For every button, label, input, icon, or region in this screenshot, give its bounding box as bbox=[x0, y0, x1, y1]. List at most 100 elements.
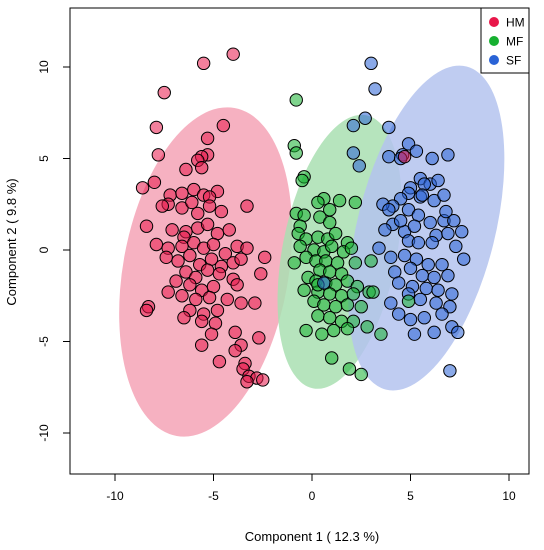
point-mf bbox=[348, 256, 363, 270]
point-sf bbox=[397, 248, 412, 263]
point-hm bbox=[149, 237, 164, 252]
point-hm bbox=[196, 56, 211, 71]
legend-swatch-sf bbox=[489, 55, 499, 65]
point-hm bbox=[210, 303, 225, 318]
point-hm bbox=[183, 248, 197, 263]
point-hm bbox=[220, 292, 234, 307]
point-sf bbox=[403, 261, 418, 275]
point-sf bbox=[378, 223, 392, 237]
point-hm bbox=[254, 267, 268, 281]
point-hm bbox=[216, 118, 231, 133]
point-hm bbox=[222, 223, 236, 237]
point-sf bbox=[384, 296, 398, 310]
point-mf bbox=[332, 193, 347, 208]
point-hm bbox=[157, 85, 171, 100]
point-sf bbox=[437, 188, 451, 202]
point-sf bbox=[455, 225, 469, 239]
point-sf bbox=[415, 268, 430, 283]
legend-label-sf: SF bbox=[506, 54, 521, 68]
point-sf bbox=[382, 203, 396, 217]
point-mf bbox=[289, 146, 303, 160]
point-mf bbox=[340, 321, 355, 336]
data-points bbox=[135, 47, 471, 389]
point-mf bbox=[366, 285, 380, 299]
point-sf bbox=[435, 307, 449, 321]
point-hm bbox=[204, 327, 219, 341]
y-tick-label: 10 bbox=[37, 60, 51, 74]
point-sf bbox=[456, 252, 471, 266]
point-hm bbox=[202, 290, 217, 305]
point-sf bbox=[427, 270, 441, 285]
point-mf bbox=[344, 241, 359, 255]
point-hm bbox=[147, 175, 162, 189]
point-mf bbox=[346, 287, 361, 301]
point-sf bbox=[372, 241, 386, 255]
confidence-ellipses bbox=[119, 65, 505, 437]
point-sf bbox=[382, 120, 396, 135]
point-mf bbox=[342, 362, 357, 376]
point-hm bbox=[240, 199, 254, 213]
point-sf bbox=[441, 268, 455, 283]
point-hm bbox=[226, 47, 240, 61]
ellipse-sf bbox=[348, 65, 505, 391]
point-hm bbox=[228, 325, 242, 340]
point-sf bbox=[415, 188, 430, 202]
x-axis: -10 -5 0 5 10 bbox=[106, 474, 516, 503]
legend-label-mf: MF bbox=[506, 35, 523, 49]
point-hm bbox=[200, 263, 215, 277]
point-sf bbox=[382, 149, 396, 164]
point-mf bbox=[289, 93, 303, 107]
point-mf bbox=[401, 294, 416, 308]
y-tick-label: 0 bbox=[37, 246, 51, 253]
point-sf bbox=[443, 364, 457, 378]
legend: HM MF SF bbox=[480, 7, 530, 74]
point-hm bbox=[194, 338, 209, 352]
point-sf bbox=[411, 235, 426, 250]
point-mf bbox=[374, 327, 388, 341]
point-mf bbox=[311, 309, 325, 323]
point-mf bbox=[328, 300, 343, 314]
point-hm bbox=[228, 343, 242, 358]
point-mf bbox=[360, 320, 374, 334]
y-tick-label: -5 bbox=[37, 336, 51, 347]
point-sf bbox=[435, 257, 449, 272]
point-mf bbox=[348, 195, 363, 210]
plot-frame bbox=[69, 7, 530, 475]
x-axis-title: Component 1 ( 12.3 %) bbox=[245, 529, 379, 544]
point-hm bbox=[155, 199, 169, 213]
point-hm bbox=[177, 311, 191, 325]
point-hm bbox=[161, 285, 175, 299]
point-mf bbox=[325, 351, 339, 365]
point-sf bbox=[352, 159, 366, 173]
point-sf bbox=[407, 219, 422, 233]
point-mf bbox=[299, 323, 313, 338]
point-hm bbox=[151, 148, 166, 162]
point-mf bbox=[328, 226, 343, 241]
point-mf bbox=[293, 239, 307, 254]
point-hm bbox=[171, 254, 185, 268]
point-mf bbox=[323, 215, 337, 230]
y-axis: -10 -5 0 5 10 bbox=[37, 60, 70, 442]
point-sf bbox=[407, 327, 422, 341]
point-sf bbox=[421, 257, 435, 272]
point-hm bbox=[240, 241, 254, 255]
point-mf bbox=[326, 323, 341, 338]
point-hm bbox=[185, 195, 199, 210]
point-mf bbox=[323, 287, 337, 301]
legend-swatch-hm bbox=[489, 17, 499, 27]
point-sf bbox=[391, 307, 406, 321]
point-mf bbox=[323, 311, 337, 325]
point-hm bbox=[200, 131, 215, 146]
point-hm bbox=[179, 162, 193, 177]
point-mf bbox=[354, 367, 368, 382]
point-hm bbox=[252, 331, 266, 345]
point-hm bbox=[234, 252, 248, 266]
point-hm bbox=[189, 292, 203, 307]
point-mf bbox=[297, 283, 311, 297]
y-tick-label: 5 bbox=[37, 155, 51, 162]
point-sf bbox=[431, 173, 445, 188]
point-hm bbox=[139, 219, 154, 233]
point-mf bbox=[315, 327, 329, 341]
point-sf bbox=[447, 214, 461, 228]
x-tick-label: -10 bbox=[106, 489, 124, 503]
